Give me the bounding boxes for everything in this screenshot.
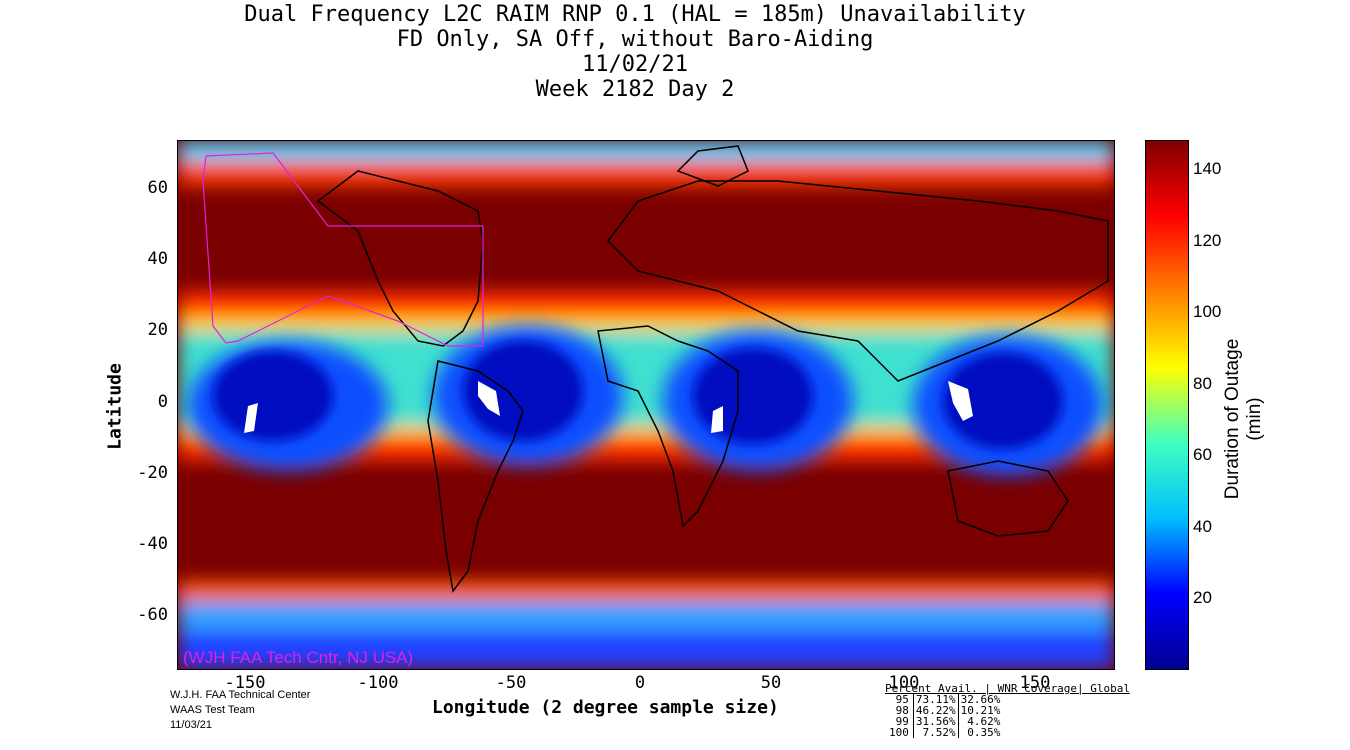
lat-tick: -60 <box>128 605 168 625</box>
colorbar-tick: 140 <box>1193 159 1221 179</box>
coverage-stats: Percent Avail. | WNR Coverage| Global 95… <box>885 683 1130 738</box>
colorbar-label: Duration of Outage (min) <box>1222 329 1266 509</box>
stats-table: 95 73.11% 32.66% 98 46.22% 10.21% 99 31.… <box>885 694 1002 738</box>
colorbar-tick: 120 <box>1193 231 1221 251</box>
lon-tick: -100 <box>343 673 413 693</box>
lat-tick: 60 <box>128 178 168 198</box>
title-line-3: 11/02/21 <box>180 52 1090 77</box>
lat-tick: 40 <box>128 249 168 269</box>
lat-tick: -20 <box>128 463 168 483</box>
credit-line: 11/03/21 <box>170 719 212 732</box>
colorbar <box>1145 140 1189 670</box>
lat-tick: 20 <box>128 320 168 340</box>
credit-line: W.J.H. FAA Technical Center <box>170 689 310 702</box>
credit-line: WAAS Test Team <box>170 704 255 717</box>
title-line-1: Dual Frequency L2C RAIM RNP 0.1 (HAL = 1… <box>180 2 1090 27</box>
lat-tick: -40 <box>128 534 168 554</box>
colorbar-tick: 40 <box>1193 517 1212 537</box>
lon-tick: 50 <box>736 673 806 693</box>
outage-map-graphic <box>178 141 1114 669</box>
lat-tick: 0 <box>128 392 168 412</box>
chart-title: Dual Frequency L2C RAIM RNP 0.1 (HAL = 1… <box>180 2 1090 102</box>
colorbar-tick: 20 <box>1193 588 1212 608</box>
y-axis-label: Latitude <box>105 347 126 467</box>
x-axis-label: Longitude (2 degree sample size) <box>432 697 779 718</box>
colorbar-tick: 100 <box>1193 302 1221 322</box>
stats-pct: 100 <box>885 727 913 738</box>
watermark: (WJH FAA Tech Cntr, NJ USA) <box>183 648 413 668</box>
outage-map <box>177 140 1115 670</box>
stats-global: 0.35% <box>958 727 1002 738</box>
lon-tick: -50 <box>476 673 546 693</box>
stats-wnr: 7.52% <box>913 727 958 738</box>
colorbar-tick: 80 <box>1193 374 1212 394</box>
title-line-2: FD Only, SA Off, without Baro-Aiding <box>180 27 1090 52</box>
colorbar-tick: 60 <box>1193 445 1212 465</box>
title-line-4: Week 2182 Day 2 <box>180 77 1090 102</box>
table-row: 100 7.52% 0.35% <box>885 727 1002 738</box>
lon-tick: 0 <box>605 673 675 693</box>
